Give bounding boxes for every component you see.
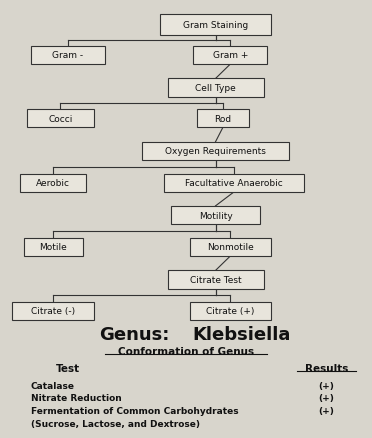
FancyBboxPatch shape: [13, 302, 94, 321]
Text: Klebsiella: Klebsiella: [192, 325, 291, 343]
FancyBboxPatch shape: [23, 238, 83, 256]
FancyBboxPatch shape: [164, 174, 304, 192]
Text: Motile: Motile: [39, 243, 67, 252]
FancyBboxPatch shape: [142, 142, 289, 161]
Text: Facultative Anaerobic: Facultative Anaerobic: [185, 179, 283, 188]
FancyBboxPatch shape: [167, 79, 263, 98]
Text: Gram +: Gram +: [213, 51, 248, 60]
Text: (+): (+): [318, 381, 334, 390]
Text: Test: Test: [56, 363, 80, 373]
Text: Fermentation of Common Carbohydrates: Fermentation of Common Carbohydrates: [31, 406, 238, 415]
Text: Citrate Test: Citrate Test: [190, 276, 241, 284]
FancyBboxPatch shape: [193, 47, 267, 65]
Text: Cocci: Cocci: [48, 114, 73, 124]
Text: Citrate (+): Citrate (+): [206, 307, 254, 316]
Text: Catalase: Catalase: [31, 381, 75, 390]
Text: Motility: Motility: [199, 211, 232, 220]
Text: Aerobic: Aerobic: [36, 179, 70, 188]
Text: Nitrate Reduction: Nitrate Reduction: [31, 393, 122, 402]
FancyBboxPatch shape: [160, 15, 271, 36]
Text: Gram -: Gram -: [52, 51, 83, 60]
Text: (+): (+): [318, 406, 334, 415]
Text: Gram Staining: Gram Staining: [183, 21, 248, 30]
Text: Oxygen Requirements: Oxygen Requirements: [165, 147, 266, 156]
Text: Nonmotile: Nonmotile: [207, 243, 254, 252]
Text: Genus:: Genus:: [99, 325, 170, 343]
FancyBboxPatch shape: [27, 110, 94, 128]
Text: Cell Type: Cell Type: [195, 84, 236, 93]
FancyBboxPatch shape: [190, 238, 271, 256]
FancyBboxPatch shape: [167, 271, 263, 289]
FancyBboxPatch shape: [20, 174, 86, 192]
Text: Conformation of Genus: Conformation of Genus: [118, 346, 254, 356]
FancyBboxPatch shape: [171, 206, 260, 225]
Text: Results: Results: [305, 363, 348, 373]
FancyBboxPatch shape: [31, 47, 105, 65]
FancyBboxPatch shape: [197, 110, 249, 128]
Text: (+): (+): [318, 393, 334, 402]
FancyBboxPatch shape: [190, 302, 271, 321]
Text: Rod: Rod: [214, 114, 231, 124]
Text: (Sucrose, Lactose, and Dextrose): (Sucrose, Lactose, and Dextrose): [31, 419, 200, 428]
Text: Citrate (-): Citrate (-): [31, 307, 75, 316]
